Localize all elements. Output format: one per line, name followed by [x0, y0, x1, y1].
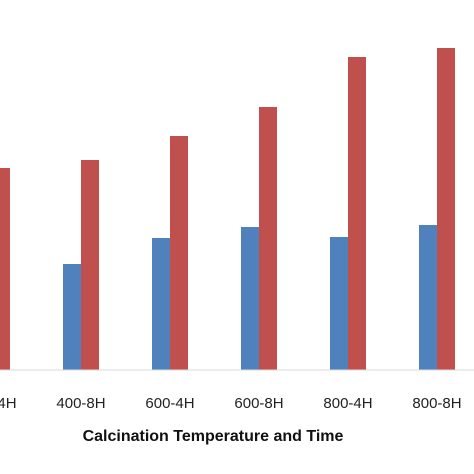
x-tick-label: 400-8H [56, 395, 105, 412]
bar-series2-800-8H [437, 48, 455, 370]
bar-series2-800-4H [348, 57, 366, 370]
bar-series1-800-4H [330, 237, 348, 370]
x-tick-label: 400-4H [0, 395, 17, 412]
bar-series1-800-8H [419, 225, 437, 370]
x-tick-label: 800-4H [323, 395, 372, 412]
bar-series1-400-8H [63, 264, 81, 370]
bar-series2-600-8H [259, 107, 277, 370]
bar-series2-600-4H [170, 136, 188, 370]
bars-group [0, 48, 455, 370]
bar-series2-400-8H [81, 160, 99, 370]
bar-series1-600-8H [241, 227, 259, 370]
bar-series1-600-4H [152, 238, 170, 370]
x-tick-labels: 400-4H 400-8H 600-4H 600-8H 800-4H 800-8H [0, 395, 462, 412]
x-tick-label: 600-4H [145, 395, 194, 412]
x-tick-label: 600-8H [234, 395, 283, 412]
x-axis-title: Calcination Temperature and Time [83, 428, 344, 445]
x-tick-label: 800-8H [412, 395, 461, 412]
bar-series2-400-4H [0, 168, 10, 370]
